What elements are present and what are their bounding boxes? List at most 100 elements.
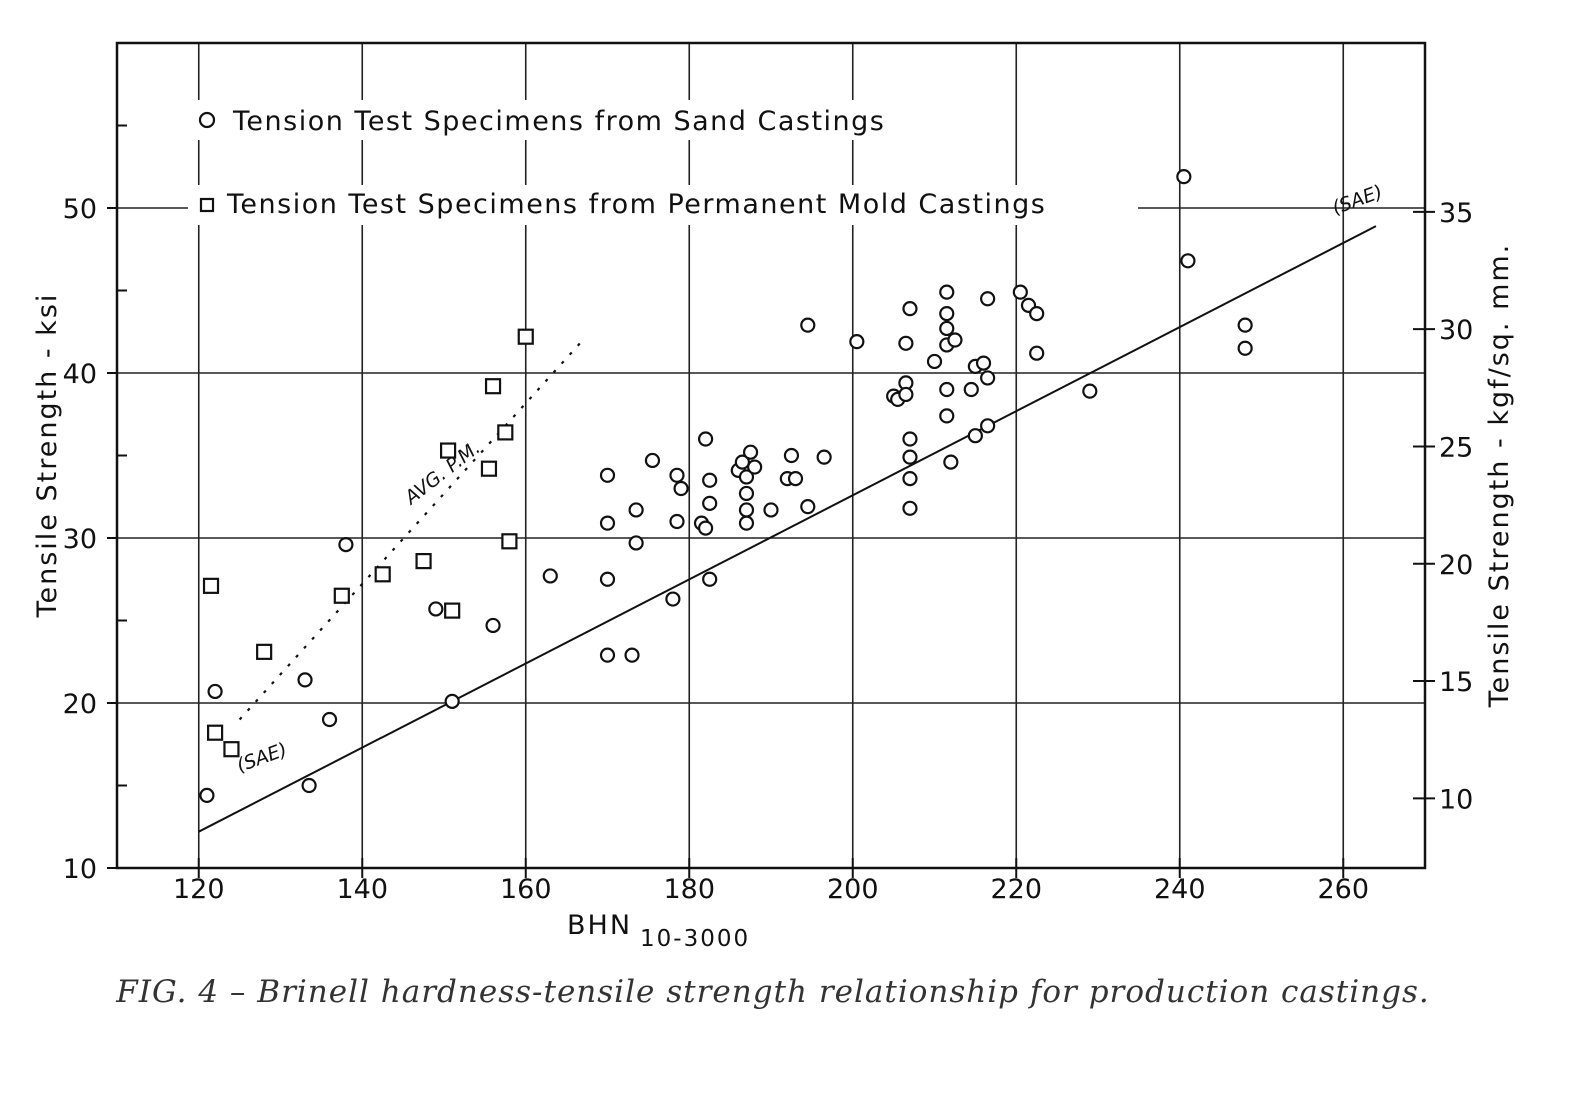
permanent-mold-point: [480, 460, 498, 477]
x-tick-label: 120: [173, 874, 225, 905]
sae-annotation: (SAE): [1329, 181, 1385, 219]
sand-casting-point: [939, 284, 955, 300]
sand-casting-point: [800, 499, 816, 515]
sand-casting-point: [939, 306, 955, 322]
sand-casting-point: [599, 515, 616, 531]
sand-casting-point: [967, 428, 983, 444]
y2-tick-label: 15: [1439, 667, 1473, 698]
sand-casting-point: [1012, 284, 1028, 300]
y-tick-label: 30: [63, 524, 97, 555]
permanent-mold-point: [501, 533, 518, 550]
sand-casting-point: [902, 471, 918, 487]
sand-casting-point: [599, 467, 616, 483]
sand-casting-point: [1176, 169, 1192, 185]
sand-casting-point: [673, 480, 689, 497]
sand-casting-point: [599, 647, 616, 663]
legend-entry-permanent-mold: Tension Test Specimens from Permanent Mo…: [226, 189, 1046, 220]
x-axis-label-subscript: 10-3000: [640, 926, 750, 952]
sand-casting-point: [787, 471, 804, 487]
legend: Tension Test Specimens from Sand Casting…: [188, 100, 1138, 225]
permanent-mold-point: [333, 587, 350, 604]
sand-casting-point: [301, 777, 317, 794]
y-tick-label: 50: [63, 194, 97, 225]
sand-casting-point: [624, 647, 640, 663]
x-tick-label: 160: [500, 874, 552, 905]
sand-casting-point: [1029, 345, 1045, 361]
sand-casting-point: [1082, 383, 1098, 399]
y2-tick-label: 20: [1439, 550, 1473, 581]
sand-casting-point: [783, 447, 800, 464]
y-tick-label: 20: [63, 689, 97, 720]
sand-casting-point: [338, 536, 354, 553]
data-points: [199, 169, 1253, 804]
sand-casting-point: [980, 418, 996, 434]
sand-casting-point: [644, 452, 661, 469]
permanent-mold-point: [223, 741, 240, 758]
y-tick-label: 10: [63, 854, 97, 885]
x-axis: 120 140 160 180 200 220 240 260: [173, 858, 1369, 905]
sand-casting-point: [800, 317, 816, 333]
permanent-mold-point: [374, 566, 391, 583]
sand-casting-point: [1237, 317, 1253, 333]
y2-tick-label: 35: [1439, 198, 1473, 229]
x-axis-label: BHN: [567, 910, 632, 941]
sand-casting-point: [816, 449, 832, 465]
legend-square-marker: [199, 197, 215, 213]
sand-casting-point: [702, 495, 718, 511]
sand-casting-point: [444, 693, 460, 709]
figure-caption: FIG. 4 – Brinell hardness-tensile streng…: [115, 974, 1430, 1010]
permanent-mold-point: [439, 442, 457, 459]
sand-casting-point: [297, 672, 313, 688]
sand-casting-point: [207, 683, 223, 700]
sand-casting-point: [738, 485, 755, 502]
x-tick-label: 140: [336, 874, 388, 905]
y-tick-label: 40: [63, 359, 97, 390]
sand-casting-point: [199, 787, 215, 804]
sand-casting-point: [428, 601, 444, 617]
x-tick-label: 180: [663, 874, 715, 905]
sand-casting-point: [738, 515, 755, 531]
sand-casting-point: [1029, 306, 1045, 322]
annotations: (SAE)(SAE)AVG. P.M.: [234, 181, 1386, 777]
y2-axis-label: Tensile Strength - kgf/sq. mm.: [1484, 243, 1515, 709]
sand-casting-point: [697, 520, 714, 536]
y2-axis: 10 15 20 25 30 35: [1413, 198, 1473, 815]
sand-casting-point: [738, 469, 755, 485]
permanent-mold-point: [484, 378, 502, 395]
permanent-mold-point: [497, 424, 514, 441]
sand-casting-point: [902, 431, 918, 447]
permanent-mold-point: [256, 643, 273, 660]
sand-casting-point: [702, 571, 718, 587]
sand-casting-point: [975, 355, 992, 371]
sand-casting-point: [898, 386, 914, 403]
sand-casting-point: [321, 711, 338, 728]
permanent-mold-point: [202, 577, 220, 594]
sand-casting-point: [669, 467, 685, 483]
permanent-mold-point: [517, 328, 534, 345]
y2-tick-label: 10: [1439, 784, 1473, 815]
sand-casting-point: [1180, 253, 1196, 269]
sand-casting-point: [628, 535, 644, 551]
sae-annotation: (SAE): [234, 739, 290, 777]
sand-casting-point: [902, 449, 918, 465]
permanent-mold-point: [415, 552, 432, 570]
y-axis: 10 20 30 40 50: [63, 124, 127, 885]
x-tick-label: 200: [827, 874, 879, 905]
legend-circle-marker: [198, 111, 216, 129]
y2-tick-label: 25: [1439, 432, 1473, 463]
y2-tick-label: 30: [1439, 315, 1473, 346]
sand-casting-point: [939, 320, 955, 337]
grid: [117, 43, 1425, 868]
sand-casting-point: [902, 301, 918, 317]
reference-lines: [198, 225, 1377, 833]
plot-frame: [115, 41, 1427, 870]
avg-pm-line: [238, 339, 584, 721]
sand-casting-point: [665, 591, 681, 607]
sand-casting-point: [849, 334, 865, 350]
permanent-mold-point: [444, 602, 461, 619]
sand-casting-point: [702, 472, 718, 488]
x-tick-label: 260: [1317, 874, 1369, 905]
sand-casting-point: [742, 444, 759, 460]
sand-casting-point: [926, 353, 943, 370]
